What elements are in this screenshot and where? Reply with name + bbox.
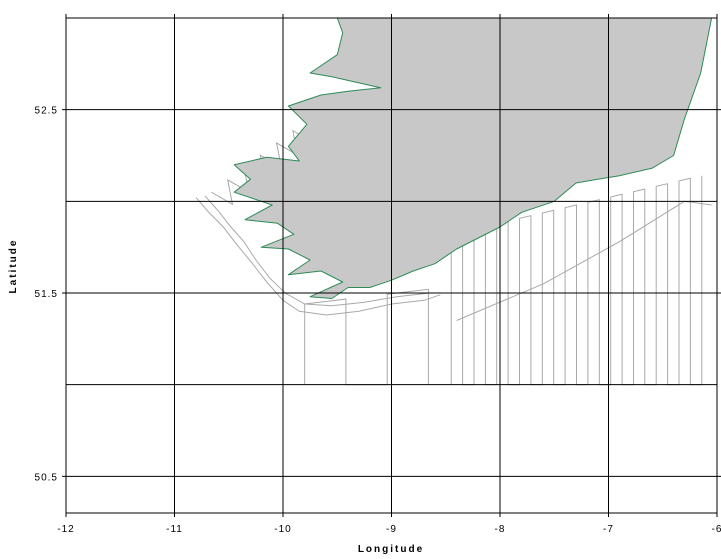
- y-axis-label: Latitude: [8, 239, 19, 294]
- x-tick-label: -12: [57, 524, 74, 535]
- grid-lines: [66, 18, 717, 513]
- x-axis-label: Longitude: [358, 544, 424, 555]
- x-tick-label: -10: [274, 524, 291, 535]
- x-tick-label: -6: [712, 524, 721, 535]
- x-tick-label: -9: [386, 524, 397, 535]
- x-tick-label: -11: [166, 524, 183, 535]
- survey-track-inshore: [204, 195, 430, 307]
- x-tick-label: -8: [495, 524, 506, 535]
- y-tick-label: 51.5: [35, 289, 58, 300]
- y-tick-label: 52.5: [35, 106, 58, 117]
- survey-track-offshore: [456, 200, 712, 321]
- axis-ticks: -12 -11 -10 -9 -8 -7 -6 50.5 51.5 52.5: [35, 14, 721, 535]
- x-tick-label: -7: [603, 524, 614, 535]
- y-tick-label: 50.5: [35, 472, 58, 483]
- land-area: [233, 18, 713, 299]
